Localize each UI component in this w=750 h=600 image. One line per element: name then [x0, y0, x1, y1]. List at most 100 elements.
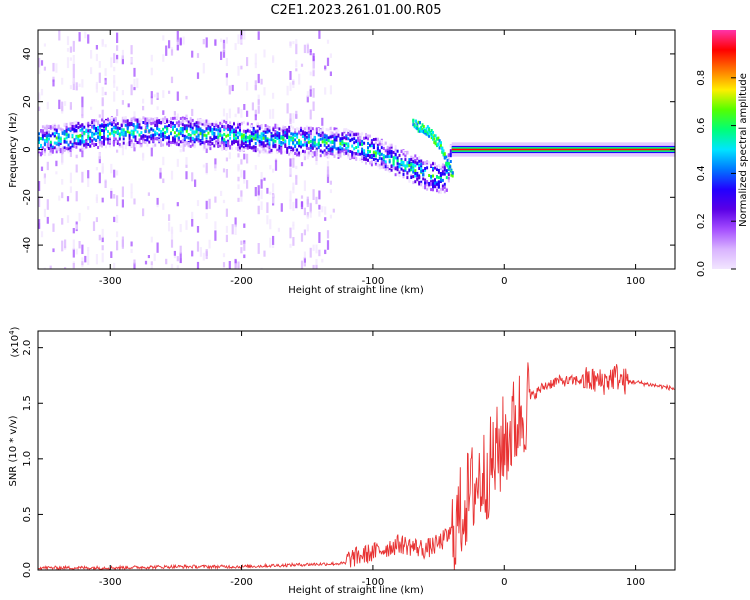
spectrogram-cell [118, 137, 121, 141]
spectrogram-cell [164, 118, 167, 122]
spectrogram-cell [193, 138, 196, 142]
spectrogram-cell [63, 122, 66, 126]
spectrogram-cell [148, 117, 151, 121]
spectrogram-cell [436, 189, 438, 192]
spectrogram-cell [388, 168, 391, 172]
spectrogram-cell [355, 146, 358, 149]
spectrogram-cell [257, 73, 260, 84]
spectrogram-cell [260, 145, 263, 149]
spectrogram-cell [443, 182, 446, 186]
spectrogram-cell [72, 78, 75, 84]
spectrogram-cell [234, 224, 237, 235]
spectrogram-cell [289, 82, 292, 91]
spectrogram-cell [298, 151, 301, 155]
spectrogram-cell [329, 180, 332, 185]
x-tick-label: 0 [501, 276, 507, 287]
spectrogram-cell [319, 130, 322, 134]
spectrogram-cell [126, 127, 129, 131]
spectrogram-cell [309, 203, 312, 211]
spectrogram-cell [120, 129, 123, 133]
spectrogram-cell [256, 135, 259, 139]
spectrogram-cell [95, 254, 98, 265]
spectrogram-cell [152, 133, 155, 137]
spectrogram-cell [240, 121, 243, 125]
spectrogram-cell [441, 146, 444, 150]
spectrogram-cell [306, 215, 309, 219]
spectrogram-cell [418, 164, 421, 168]
spectrogram-cell [237, 165, 240, 170]
spectrogram-cell [327, 144, 330, 148]
spectrogram-cell [38, 140, 40, 144]
spectrogram-cell [414, 180, 417, 184]
spectrogram-cell [112, 141, 115, 145]
spectrogram-cell [396, 149, 399, 153]
spectrogram-cell [434, 183, 436, 187]
spectrogram-cell [329, 53, 332, 58]
spectrogram-cell [292, 237, 295, 246]
spectrogram-cell [185, 142, 188, 146]
spectrogram-cell [69, 172, 72, 184]
spectrogram-cell [77, 134, 80, 138]
spectrogram-cell [309, 49, 312, 53]
spectrogram-cell [138, 122, 141, 126]
spectrogram-cell [311, 153, 314, 157]
spectrogram-cell [237, 135, 239, 139]
spectrogram-cell [351, 153, 354, 157]
spectrogram-cell [61, 131, 64, 135]
spectrogram-cell [402, 163, 405, 167]
spectrogram-cell [43, 43, 46, 47]
spectrogram-cell [195, 135, 198, 139]
spectrogram-cell [240, 159, 243, 165]
spectrogram-cell [372, 138, 375, 141]
spectrogram-cell [304, 137, 306, 141]
spectrogram-cell [222, 199, 226, 204]
spectrogram-cell [288, 145, 291, 149]
spectrogram-cell [295, 110, 298, 119]
spectrogram-cell [296, 127, 299, 131]
spectrogram-cell [347, 155, 350, 159]
spectrogram-cell [351, 151, 354, 155]
spectrogram-cell [321, 140, 324, 144]
spectrogram-cell [282, 128, 285, 132]
spectrogram-cell [146, 124, 149, 128]
spectrogram-cell [441, 165, 444, 168]
spectrogram-cell [55, 125, 58, 129]
spectrogram-cell [177, 123, 180, 127]
spectrogram-cell [195, 125, 198, 129]
spectrogram-cell [396, 165, 399, 169]
spectrogram-cell [274, 123, 277, 127]
spectrogram-cell [398, 173, 401, 177]
spectrogram-cell [158, 128, 161, 132]
spectrogram-cell [343, 136, 346, 140]
spectrogram-cell [189, 119, 192, 123]
spectrogram-cell [114, 123, 117, 127]
spectrogram-cell [335, 131, 338, 135]
spectrogram-cell [408, 179, 411, 183]
spectrogram-cell [87, 247, 90, 251]
spectrogram-cell [376, 164, 379, 168]
spectrogram-cell [332, 208, 335, 213]
spectrogram-cell [98, 234, 101, 241]
spectrogram-cell [162, 54, 165, 62]
spectrogram-cell [374, 160, 377, 163]
spectrogram-cell [130, 248, 133, 253]
spectrogram-cell [116, 214, 119, 223]
spectrogram-cell [447, 173, 450, 177]
spectrogram-cell [55, 141, 58, 145]
spectrogram-cell [286, 85, 289, 96]
spectrogram-cell [300, 128, 302, 132]
spectrogram-cell [292, 224, 295, 230]
spectrogram-cell [390, 164, 393, 168]
spectrogram-cell [262, 136, 265, 140]
spectrogram-cell [228, 261, 231, 269]
spectrogram-cell [229, 136, 232, 140]
spectrogram-cell [390, 154, 393, 158]
spectrogram-cell [176, 44, 179, 51]
spectrogram-cell [292, 113, 295, 124]
spectrogram-cell [248, 129, 251, 133]
spectrogram-cell [193, 140, 196, 144]
spectrogram-cell [394, 145, 397, 149]
spectrogram-cell [223, 138, 226, 142]
spectrogram-cell [252, 126, 255, 130]
